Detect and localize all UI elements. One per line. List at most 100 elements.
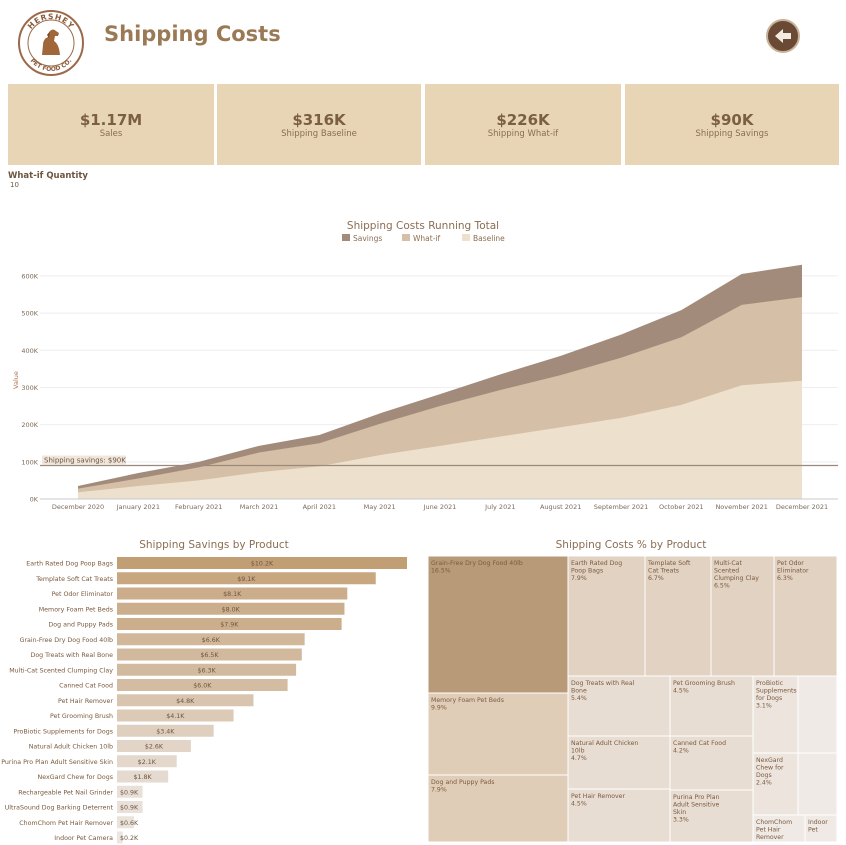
treemap-cell-label: Chew for [756,765,784,772]
bar-value-label: $6.0K [193,683,212,690]
treemap-cell-label: Purina Pro Plan [673,794,720,801]
treemap-cell-pct: 16.5% [431,568,451,575]
bar [117,770,169,783]
treemap-cell-label: Canned Cat Food [673,740,726,747]
bar-value-label: $10.2K [251,561,274,568]
treemap-cell-label: Natural Adult Chicken [571,740,638,747]
treemap-cell-label: Poop Bags [571,568,603,575]
chart-title: Shipping Costs % by Product [556,539,707,551]
treemap-cell-pct: 2.4% [756,780,772,787]
y-tick-label: 100K [21,458,38,466]
savings-by-product-chart: Shipping Savings by Product Earth Rated D… [1,539,407,844]
bar [117,724,214,737]
bar [117,831,123,844]
bar [117,740,191,752]
kpi-label: Shipping Savings [695,129,769,139]
bar-value-label: $4.8K [176,698,195,705]
bar-value-label: $7.9K [220,622,239,629]
kpi-label: Shipping Baseline [281,129,357,139]
treemap-cell-pct: 7.9% [571,575,587,582]
back-arrow-icon[interactable] [766,19,800,53]
treemap-cell-label: Scented [714,568,739,575]
treemap-cell-label: Dog Treats with Real [571,680,635,687]
bar-value-label: $4.1K [166,713,185,720]
treemap-cell [567,675,671,737]
bar [117,679,288,691]
bar-category-label: Memory Foam Pet Beds [39,606,113,613]
bar-value-label: $3.4K [156,728,175,735]
x-tick-label: September 2021 [594,503,649,511]
treemap-cell-label: Pet Grooming Brush [673,680,735,687]
chart-title: Shipping Savings by Product [139,539,289,551]
bar [117,785,143,798]
bar-category-label: Dog and Puppy Pads [48,622,113,629]
legend-label: Baseline [473,234,505,243]
treemap-cell-label: 10lb [571,748,585,755]
bar [117,618,342,630]
bar-value-label: $9.1K [237,576,256,583]
x-tick-label: April 2021 [303,503,336,511]
treemap-cell [427,692,569,776]
x-tick-label: August 2021 [540,503,581,511]
bar-category-label: Multi-Cat Scented Clumping Clay [9,667,113,674]
y-tick-label: 500K [21,310,38,318]
bar-value-label: $2.6K [145,744,164,751]
bar-value-label: $6.6K [202,637,221,644]
bar-category-label: Earth Rated Dog Poop Bags [26,561,113,568]
treemap-cell-label: Memory Foam Pet Beds [431,697,504,704]
x-tick-label: July 2021 [484,503,515,511]
bar-category-label: ProBiotic Supplements for Dogs [13,728,113,735]
treemap-cell [567,735,671,790]
x-tick-label: December 2021 [776,503,828,511]
treemap-cell [669,735,754,791]
treemap-cell-label: Skin [673,809,686,816]
treemap-cell-pct: 4.2% [673,748,689,755]
bar-category-label: Natural Adult Chicken 10lb [29,744,113,751]
kpi-card-sales: $1.17M Sales [8,84,214,165]
treemap-cell-pct: 4.7% [571,755,587,762]
bar [117,557,407,569]
x-tick-label: December 2020 [52,503,104,511]
bar [117,755,177,768]
bar-category-label: ChomChom Pet Hair Remover [19,820,113,827]
treemap-cell-pct: 5.4% [571,695,587,702]
treemap-cell-label: Dog and Puppy Pads [431,779,494,786]
bar [117,663,297,676]
bar-category-label: Pet Odor Eliminator [52,591,114,598]
bar-value-label: $1.8K [134,774,153,781]
y-tick-label: 200K [21,421,38,429]
kpi-card-shipping-whatif: $226K Shipping What-if [425,84,621,165]
bar-category-label: Pet Hair Remover [58,698,113,705]
kpi-card-shipping-savings: $90K Shipping Savings [625,84,839,165]
treemap-cell-label: Clumping Clay [714,575,759,582]
kpi-value: $226K [496,111,550,129]
bar-value-label: $8.1K [223,591,242,598]
treemap-cell-pct: 7.9% [431,787,447,794]
bar [117,709,234,722]
bar-value-label: $2.1K [138,759,157,766]
bar [117,694,254,707]
page-title: Shipping Costs [104,22,281,46]
kpi-value: $90K [710,111,754,129]
treemap-cell-label: Supplements [756,688,797,695]
bar [117,648,302,661]
treemap-cell-label: ProBiotic [756,680,784,687]
bar-category-label: Purina Pro Plan Adult Sensitive Skin [1,759,113,766]
bar-value-label: $0.9K [120,805,139,812]
treemap-cell-pct: 6.3% [777,575,793,582]
treemap-cell-pct: 3.1% [756,703,772,710]
whatif-quantity-value[interactable]: 10 [10,181,19,189]
y-tick-label: 600K [21,272,38,280]
treemap-cell-label: Bone [571,688,587,695]
bar-category-label: Rechargeable Pet Nail Grinder [18,789,113,796]
treemap-cell [773,555,838,677]
hershey-logo: HERSHEY PET FOOD CO. [18,10,84,76]
kpi-value: $316K [292,111,346,129]
treemap-cell [427,555,569,694]
treemap-cell-label: Earth Rated Dog [571,560,622,567]
treemap-cell-label: Eliminator [777,568,809,575]
treemap-cell-label: Adult Sensitive [673,802,719,809]
x-tick-label: February 2021 [175,503,222,511]
bar-category-label: Dog Treats with Real Bone [30,652,113,659]
bar [117,633,305,646]
